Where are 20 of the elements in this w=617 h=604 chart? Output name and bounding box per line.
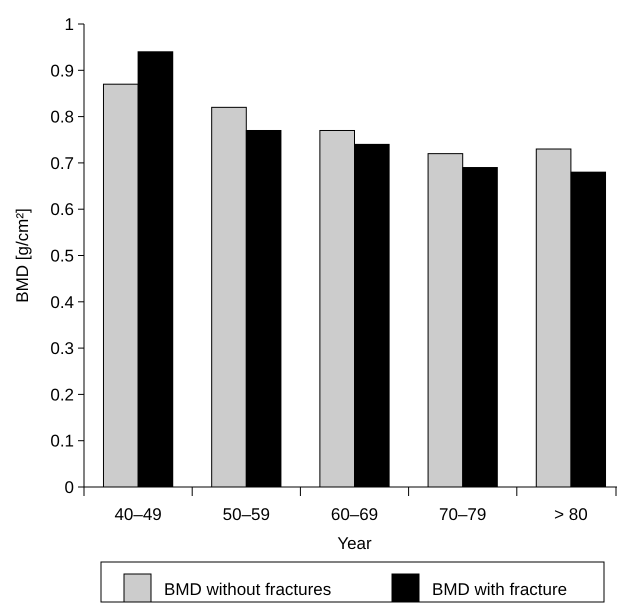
y-tick-label: 0.1 <box>50 432 74 451</box>
y-tick-label: 0.7 <box>50 154 74 173</box>
x-tick-label: 50–59 <box>222 505 270 524</box>
y-tick-label: 0.6 <box>50 200 74 220</box>
x-tick-label: 60–69 <box>330 505 378 524</box>
y-tick-label: 0.3 <box>50 339 74 358</box>
x-tick-label: 40–49 <box>114 505 162 524</box>
legend-label: BMD with fracture <box>432 580 568 599</box>
y-axis-title: BMD [g/cm²] <box>13 208 32 303</box>
x-tick-label: 70–79 <box>439 505 486 524</box>
y-tick-label: 0.2 <box>50 385 74 404</box>
x-tick-label: > 80 <box>554 505 588 524</box>
x-axis-title: Year <box>337 534 372 553</box>
y-tick-label: 0.4 <box>50 292 74 312</box>
y-tick-label: 0.5 <box>50 246 74 266</box>
y-tick-label: 0.9 <box>50 61 74 80</box>
legend-label: BMD without fractures <box>164 580 332 599</box>
y-tick-label: 1 <box>64 14 74 34</box>
y-tick-label: 0 <box>64 478 74 497</box>
y-tick-label: 0.8 <box>50 108 74 127</box>
